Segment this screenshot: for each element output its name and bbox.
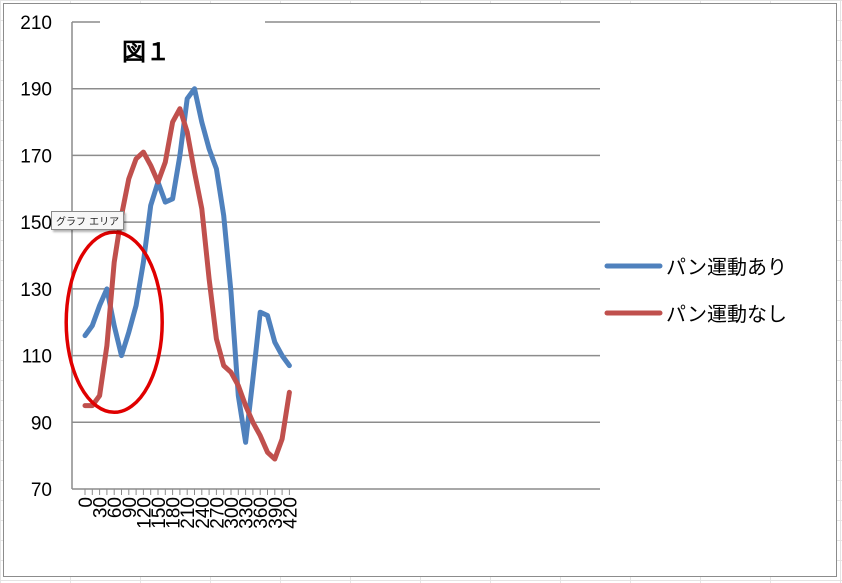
x-tick-label: 30 [91,497,112,518]
series-lines [82,86,292,462]
x-tick-label: 0 [76,497,97,508]
y-tick-label: 190 [20,80,52,101]
x-tick-label: 180 [164,497,185,529]
x-tick-label: 420 [280,497,301,529]
annotation-layer [64,230,164,415]
highlight-ellipse [64,230,164,415]
x-tick-label: 240 [193,497,214,529]
x-tick-label: 90 [120,497,141,518]
legend-label: パン運動なし [666,302,787,326]
y-tick-labels: 70 90 110 130 150 170 190 210 [20,13,52,501]
y-tick-label: 130 [20,280,52,301]
y-tick-label: 70 [31,480,52,501]
tooltip-graph-area: グラフ エリア [51,211,125,230]
legend-label: パン運動あり [666,255,787,279]
gridlines [72,21,600,424]
x-tick-label: 150 [149,497,170,529]
x-tick-label: 360 [251,497,272,529]
y-tick-label: 170 [20,146,52,167]
x-tick-label: 60 [105,497,126,518]
x-tick-label: 330 [237,497,258,529]
y-tick-label: 90 [31,413,52,434]
series-line-2[interactable] [82,106,292,462]
chart-area[interactable] [3,3,837,577]
chart-title: 図１ [122,38,170,66]
x-tick-label: 210 [178,497,199,529]
y-tick-label: 210 [20,13,52,34]
y-tick-label: 150 [20,213,52,234]
x-tick-label: 120 [134,497,155,529]
x-tick-label: 390 [266,497,287,529]
x-tick-label: 270 [207,497,228,529]
axes [71,22,600,495]
series-line-1[interactable] [82,86,292,445]
y-tick-label: 110 [22,347,52,368]
x-tick-label: 300 [222,497,243,529]
